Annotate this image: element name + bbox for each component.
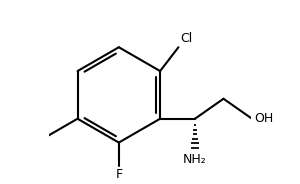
Text: NH₂: NH₂ bbox=[183, 153, 207, 166]
Text: OH: OH bbox=[254, 112, 273, 125]
Text: F: F bbox=[115, 168, 122, 181]
Text: Cl: Cl bbox=[180, 32, 193, 45]
